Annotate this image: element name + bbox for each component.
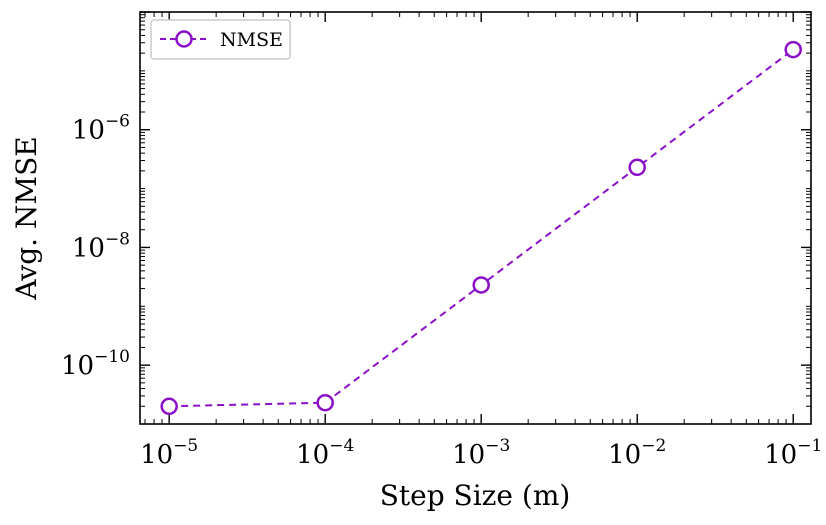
y-tick-label: 10−8 xyxy=(72,229,130,263)
legend-marker-swatch xyxy=(175,30,193,48)
x-tick-label: 10−1 xyxy=(764,436,822,470)
series-layer xyxy=(160,40,802,416)
plot-frame xyxy=(139,11,812,425)
data-point xyxy=(160,397,178,416)
series-line-nmse xyxy=(169,48,794,408)
x-tick-label: 10−3 xyxy=(452,436,510,470)
ticks-layer xyxy=(140,11,811,425)
legend-label-nmse: NMSE xyxy=(220,29,283,51)
x-tick-label: 10−2 xyxy=(608,436,666,470)
data-point xyxy=(316,393,334,412)
x-tick-label: 10−5 xyxy=(140,436,198,470)
legend: NMSE xyxy=(150,19,291,60)
x-tick-label: 10−4 xyxy=(296,436,354,470)
data-point xyxy=(784,40,802,59)
x-tick-labels: 10−5 10−4 10−3 10−2 10−1 xyxy=(140,436,822,470)
x-axis-title: Step Size (m) xyxy=(380,479,571,512)
y-tick-label: 10−10 xyxy=(61,347,130,381)
y-tick-labels: 10−10 10−8 10−6 xyxy=(61,112,130,381)
y-tick-label: 10−6 xyxy=(72,112,130,146)
data-point xyxy=(472,276,490,294)
y-axis-title: Avg. NMSE xyxy=(10,136,43,300)
legend-box xyxy=(150,19,291,60)
data-point xyxy=(628,158,646,177)
